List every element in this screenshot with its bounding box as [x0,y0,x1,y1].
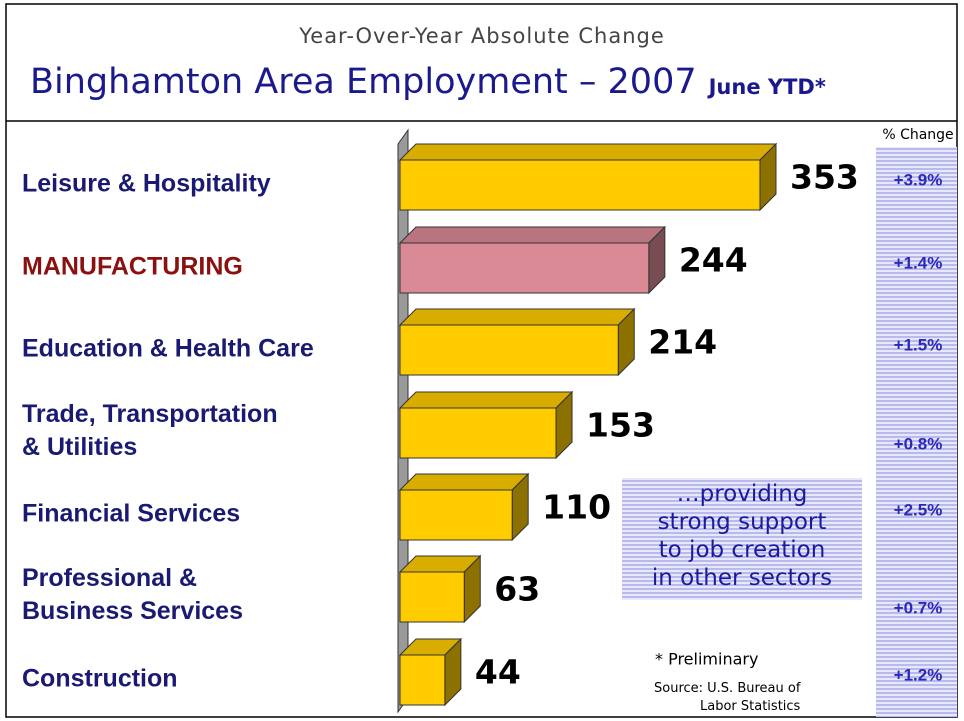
chart-title: Binghamton Area Employment – 2007 [30,62,697,102]
value-label: 353 [790,158,859,197]
bar-top [398,391,574,409]
value-label: 244 [679,241,748,280]
annotation: …providing strong support to job creation i… [652,481,832,591]
bar-top [398,473,530,491]
change-header: % Change [882,127,953,143]
value-label: 214 [648,323,717,362]
value-label: 44 [475,653,521,692]
bar [399,242,650,294]
change-label: +3.9% [894,170,943,189]
category-label: Financial Services [22,500,240,528]
bar [399,324,619,376]
value-label: 110 [542,488,611,527]
bar [399,571,465,623]
category-label: Trade, Transportation & Utilities [22,400,278,461]
category-label: Construction [22,665,178,693]
change-label: +1.5% [894,335,943,354]
bar [399,159,761,211]
change-label: +2.5% [894,500,943,519]
bar-top [398,308,636,326]
value-label: 63 [494,570,540,609]
bar [399,654,446,706]
change-label: +0.8% [894,434,943,453]
source: Source: U.S. Bureau of Labor Statistics [654,681,801,714]
change-label: +1.2% [894,665,943,684]
annotation-box [622,478,862,600]
category-label: Professional & Business Services [22,564,243,625]
bar [399,489,513,541]
category-label: MANUFACTURING [22,253,243,281]
chart-title-suffix: June YTD* [707,75,826,99]
change-column [876,147,957,717]
change-label: +0.7% [894,598,943,617]
chart-subtitle: Year-Over-Year Absolute Change [298,24,665,48]
category-label: Leisure & Hospitality [22,170,271,198]
bar-top [398,143,778,161]
footnote: * Preliminary [655,650,758,669]
change-label: +1.4% [894,253,943,272]
category-label: Education & Health Care [22,335,314,363]
value-label: 153 [586,406,655,445]
bar-top [398,226,667,244]
bar [399,407,557,459]
